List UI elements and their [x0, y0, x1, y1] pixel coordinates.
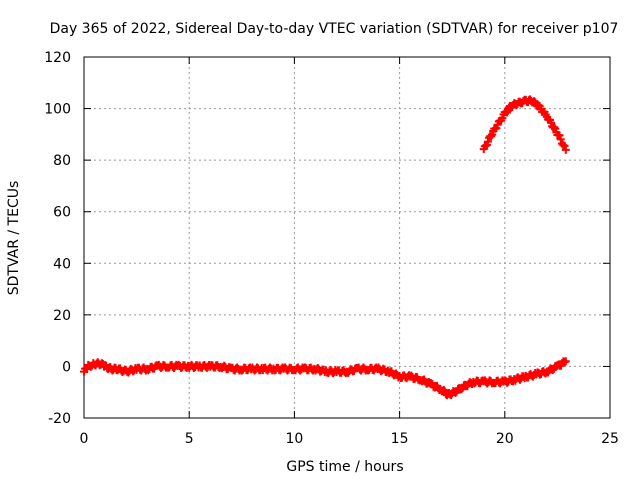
y-tick-label: 120	[44, 50, 71, 66]
data-point-marker	[498, 114, 507, 123]
x-tick-label: 20	[496, 431, 514, 447]
data-point-marker	[556, 135, 565, 144]
x-tick-label: 25	[601, 431, 619, 447]
y-tick-label: -20	[48, 411, 71, 427]
y-tick-label: 80	[53, 153, 71, 169]
data-point-marker	[451, 388, 460, 397]
data-point-marker	[439, 385, 448, 394]
x-tick-label: 0	[80, 431, 89, 447]
data-point-marker	[550, 123, 559, 132]
axis-ticks: 0 5 10 15 20 25 -20 0 20 40 60 80 100 120	[44, 50, 619, 447]
grid-lines	[84, 57, 610, 418]
data-point-marker	[561, 357, 570, 366]
y-tick-label: 20	[53, 308, 71, 324]
chart-title: Day 365 of 2022, Sidereal Day-to-day VTE…	[50, 21, 619, 37]
x-axis-label: GPS time / hours	[286, 459, 403, 475]
x-tick-label: 10	[285, 431, 303, 447]
x-tick-label: 15	[391, 431, 409, 447]
data-point-marker	[560, 141, 569, 150]
data-point-marker	[483, 137, 492, 146]
y-tick-label: 0	[62, 359, 71, 375]
data-series	[80, 95, 570, 400]
data-point-marker	[555, 131, 564, 140]
plot-frame	[83, 56, 611, 419]
data-point-marker	[530, 97, 539, 106]
data-point-marker	[561, 145, 570, 154]
data-series-group	[80, 357, 570, 400]
y-axis-label: SDTVAR / TECUs	[6, 181, 22, 296]
y-tick-label: 60	[53, 205, 71, 221]
data-series-group	[479, 95, 570, 154]
y-tick-label: 100	[44, 102, 71, 118]
y-tick-label: 40	[53, 256, 71, 272]
x-tick-label: 5	[185, 431, 194, 447]
